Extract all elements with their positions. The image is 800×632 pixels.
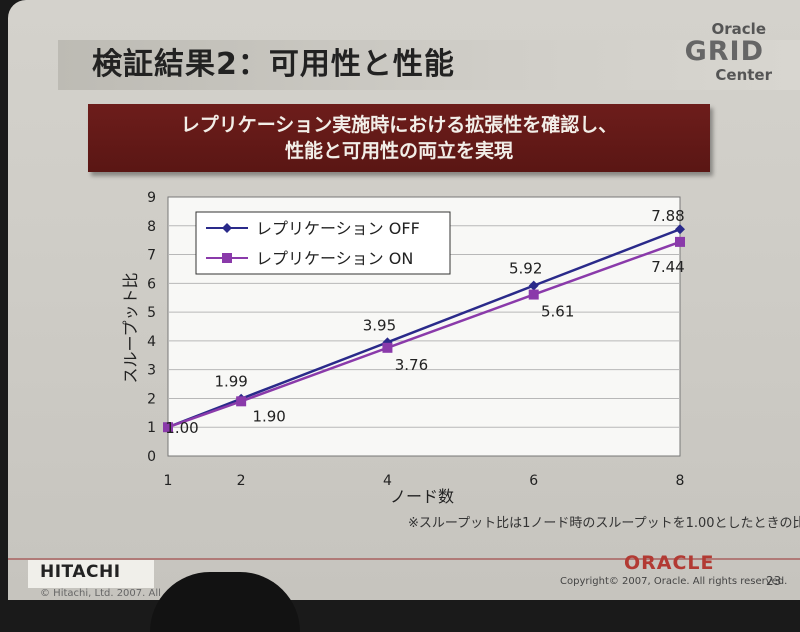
legend: レプリケーション OFF レプリケーション ON xyxy=(195,211,451,275)
oracle-logo: ORACLE xyxy=(624,552,715,574)
y-tick-label: 5 xyxy=(147,305,156,321)
y-tick-label: 0 xyxy=(147,449,156,465)
data-label: 1.99 xyxy=(214,373,247,391)
legend-box xyxy=(195,211,451,275)
series-lines xyxy=(163,224,685,433)
footer-divider xyxy=(8,558,800,560)
data-point-on xyxy=(528,289,539,300)
x-tick-label: 1 xyxy=(164,473,173,489)
oracle-copyright: Copyright© 2007, Oracle. All rights rese… xyxy=(560,576,788,587)
title-bar xyxy=(58,40,800,90)
oracle-grid-center-logo: Oracle GRID Center xyxy=(676,14,786,84)
data-label: 1.90 xyxy=(252,407,285,425)
y-tick-label: 9 xyxy=(147,190,156,206)
y-tick-label: 6 xyxy=(147,276,156,292)
data-label: 7.44 xyxy=(651,258,684,276)
logo-line-1: Oracle xyxy=(711,20,766,38)
legend-label-on: レプリケーション ON xyxy=(256,249,413,268)
hitachi-logo-box xyxy=(28,560,154,588)
y-tick-label: 7 xyxy=(147,248,156,264)
data-point-on xyxy=(163,422,173,433)
data-label: 3.95 xyxy=(363,316,396,334)
y-tick-label: 2 xyxy=(147,391,156,407)
x-tick-label: 4 xyxy=(383,473,392,489)
page-number: 23 xyxy=(766,574,782,588)
hitachi-copyright: © Hitachi, Ltd. 2007. All xyxy=(40,588,161,599)
data-label: 3.76 xyxy=(395,356,428,374)
data-label: 1.00 xyxy=(165,419,198,437)
data-point-off xyxy=(675,224,685,235)
x-axis-label: ノード数 xyxy=(390,487,454,506)
y-tick-label: 1 xyxy=(147,420,156,436)
data-labels: 1.00 1.99 3.95 5.92 7.88 1.90 3.76 5.61 7.44 xyxy=(165,207,684,437)
summary-banner: レプリケーション実施時における拡張性を確認し、 性能と可用性の両立を実現 xyxy=(88,104,710,172)
legend-marker-on xyxy=(222,253,232,263)
hitachi-logo: HITACHI xyxy=(40,562,121,582)
legend-label-off: レプリケーション OFF xyxy=(256,219,420,238)
data-point-on xyxy=(675,236,685,247)
data-label: 5.92 xyxy=(509,260,542,278)
logo-line-3: Center xyxy=(715,66,772,84)
y-axis-label: スループット比 xyxy=(121,272,140,383)
x-tick-label: 8 xyxy=(676,473,685,489)
banner-line-1: レプリケーション実施時における拡張性を確認し、 xyxy=(180,114,618,136)
logo-line-2: GRID xyxy=(684,36,764,67)
data-point-off xyxy=(528,280,539,291)
y-tick-label: 8 xyxy=(147,219,156,235)
legend-marker-off xyxy=(222,223,232,233)
data-label: 5.61 xyxy=(541,303,574,321)
data-point-on xyxy=(236,396,247,407)
x-axis-ticks: 1 2 4 6 8 xyxy=(164,473,685,489)
y-tick-label: 3 xyxy=(147,363,156,379)
data-point-on xyxy=(382,342,393,353)
x-tick-label: 2 xyxy=(237,473,246,489)
data-label: 7.88 xyxy=(651,207,684,225)
footnote: ※スループット比は1ノード時のスループットを1.00としたときの比率 xyxy=(408,516,800,531)
y-tick-label: 4 xyxy=(147,334,156,350)
x-tick-label: 6 xyxy=(529,473,538,489)
slide-title: 検証結果2：可用性と性能 xyxy=(92,47,455,82)
banner-line-2: 性能と可用性の両立を実現 xyxy=(284,140,513,162)
y-axis-ticks: 0 1 2 3 4 5 6 7 8 9 xyxy=(147,190,156,465)
